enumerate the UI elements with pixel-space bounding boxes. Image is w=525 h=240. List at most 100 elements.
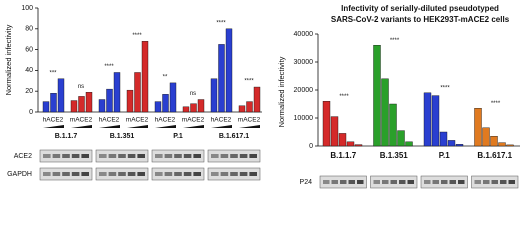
series-label: mACE2 [238, 117, 261, 124]
blot-band [424, 180, 431, 184]
blot-band [118, 172, 126, 176]
significance: **** [132, 33, 142, 39]
blot-band [99, 172, 107, 176]
y-tick-label: 100 [21, 5, 33, 12]
y-tick-label: 0 [29, 109, 33, 116]
category-label: B.1.617.1 [477, 151, 512, 160]
bar [154, 101, 162, 113]
bar [354, 144, 363, 147]
bar [246, 101, 253, 113]
category-label: B.1.351 [380, 151, 409, 160]
bar [474, 107, 482, 147]
blot-band [99, 154, 107, 158]
category-label: B.1.617.1 [219, 133, 249, 140]
series-label: hACE2 [99, 117, 120, 124]
bar [57, 78, 65, 113]
blot-band [449, 180, 456, 184]
category-label: P.1 [439, 151, 451, 160]
series-label: hACE2 [211, 117, 232, 124]
bar [346, 141, 355, 147]
bar [126, 89, 134, 113]
blot-band [220, 154, 229, 158]
bar [405, 141, 413, 147]
blot-band [373, 180, 380, 184]
bar [482, 127, 490, 147]
blot-band [183, 172, 192, 176]
significance: **** [440, 85, 450, 91]
series-label: hACE2 [43, 117, 64, 124]
y-tick-label: 0 [309, 143, 313, 150]
y-tick-label: 80 [25, 26, 33, 33]
blot-band [491, 180, 498, 184]
bar [253, 86, 261, 113]
blot-band [183, 154, 192, 158]
bar [439, 131, 448, 147]
category-label: B.1.1.7 [55, 133, 78, 140]
bar [106, 88, 113, 113]
blot-band [71, 172, 80, 176]
blot-band [211, 154, 219, 158]
blot-band [81, 172, 89, 176]
series-label: mACE2 [70, 117, 93, 124]
blot-band [174, 154, 182, 158]
significance: **** [491, 101, 501, 107]
blot-band [331, 180, 338, 184]
y-axis-label: Normalized infectivity [277, 56, 286, 127]
blot-band [483, 180, 490, 184]
blot-band [211, 172, 219, 176]
blot-band [323, 180, 330, 184]
blot-band [43, 172, 51, 176]
y-tick-label: 40 [25, 67, 33, 74]
dose-wedge [43, 125, 64, 128]
blot-band [357, 180, 364, 184]
bar [238, 105, 246, 113]
blot-band [164, 172, 173, 176]
bar [225, 28, 233, 113]
bar [447, 140, 456, 147]
blot-band [474, 180, 481, 184]
blot-band [164, 154, 173, 158]
blot-band [239, 172, 248, 176]
chart-title: Infectivity of serially-diluted pseudoty… [341, 4, 499, 13]
chart-subtitle: SARS-CoV-2 variants to HEK293T-mACE2 cel… [331, 15, 510, 24]
dose-wedge [183, 125, 204, 128]
bar [381, 78, 389, 147]
category-label: B.1.1.7 [330, 151, 356, 160]
bar [330, 116, 339, 147]
dose-wedge [127, 125, 148, 128]
blot-band [458, 180, 465, 184]
dose-wedge [155, 125, 176, 128]
blot-band [382, 180, 389, 184]
bar [389, 103, 397, 147]
bar [397, 130, 405, 147]
bar [197, 99, 205, 113]
blot-label: ACE2 [14, 153, 32, 160]
category-label: P.1 [173, 133, 183, 140]
y-tick-label: 10000 [294, 115, 314, 122]
bar [431, 95, 440, 147]
bar [218, 44, 225, 113]
blot-band [500, 180, 507, 184]
dose-wedge [239, 125, 260, 128]
blot-band [390, 180, 397, 184]
bar [423, 92, 432, 147]
bar [98, 99, 106, 113]
blot-band [62, 172, 70, 176]
series-label: mACE2 [182, 117, 205, 124]
blot-band [230, 172, 238, 176]
blot-band [137, 172, 145, 176]
significance: ns [78, 84, 84, 90]
blot-band [249, 172, 257, 176]
bar [50, 93, 57, 113]
bar [85, 92, 93, 113]
blot-band [155, 172, 163, 176]
bar [42, 101, 50, 113]
significance: **** [390, 38, 400, 44]
blot-band [193, 154, 201, 158]
significance: *** [49, 70, 57, 76]
bar [506, 144, 514, 147]
bar [162, 94, 169, 113]
significance: ns [190, 91, 196, 97]
blot-band [52, 172, 61, 176]
blot-band [239, 154, 248, 158]
